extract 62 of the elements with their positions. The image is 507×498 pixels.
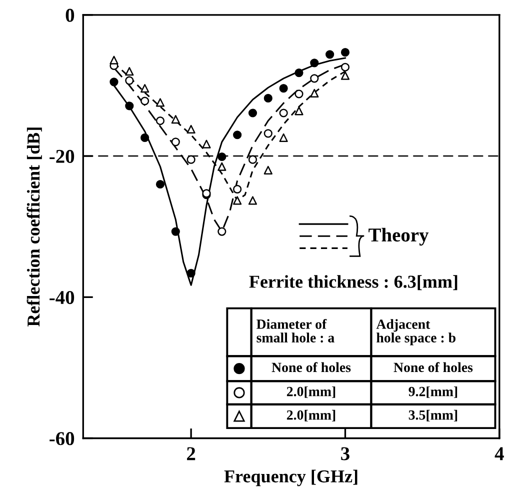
point xyxy=(233,196,242,205)
point xyxy=(233,184,242,194)
point xyxy=(279,108,288,118)
point xyxy=(110,56,118,64)
point xyxy=(125,102,134,110)
point xyxy=(340,62,350,72)
point xyxy=(264,166,272,174)
point xyxy=(140,96,150,106)
annotation: 2.0[mm] xyxy=(286,386,336,398)
point xyxy=(340,71,350,80)
annotation: Diameter of small hole : a xyxy=(256,318,334,343)
x-axis-title: Frequency [GHz] xyxy=(224,470,358,486)
y-axis-title: Reflection coefficient [dB] xyxy=(26,128,42,327)
annotation: Adjacent hole space : b xyxy=(376,319,456,346)
point xyxy=(186,155,196,164)
annotation: Theory xyxy=(368,228,429,246)
point xyxy=(110,78,118,86)
point xyxy=(140,133,150,142)
point xyxy=(218,227,226,236)
point xyxy=(264,94,272,102)
annotation: 2.0[mm] xyxy=(286,410,336,422)
point xyxy=(294,106,304,116)
point xyxy=(186,124,196,134)
y-tick-label: -40 xyxy=(50,290,74,304)
point xyxy=(326,50,334,59)
annotation: 3.5[mm] xyxy=(408,410,458,422)
point xyxy=(279,133,288,142)
x-tick-label: 3 xyxy=(341,447,350,460)
point xyxy=(248,196,258,205)
point xyxy=(125,76,134,85)
point xyxy=(171,138,180,146)
point xyxy=(264,129,272,138)
point xyxy=(156,116,165,126)
y-tick-label: -60 xyxy=(50,432,74,446)
point xyxy=(233,130,242,140)
point xyxy=(186,268,196,278)
point xyxy=(294,90,304,98)
point xyxy=(218,162,226,171)
point xyxy=(248,108,258,118)
y-tick-label: 0 xyxy=(66,8,74,22)
point xyxy=(279,84,288,93)
point xyxy=(340,48,350,57)
point xyxy=(310,74,319,83)
point xyxy=(310,58,319,68)
point xyxy=(156,98,165,107)
annotation: 9.2[mm] xyxy=(408,386,458,398)
point xyxy=(248,155,258,164)
x-tick-label: 4 xyxy=(494,447,504,460)
point xyxy=(140,84,150,93)
point xyxy=(202,140,211,148)
point xyxy=(218,152,226,162)
point xyxy=(310,88,319,98)
point xyxy=(156,180,165,189)
point xyxy=(294,68,304,78)
point xyxy=(171,227,180,236)
x-tick-label: 2 xyxy=(187,447,196,460)
point xyxy=(125,67,134,76)
annotation: None of holes xyxy=(272,362,351,372)
annotation: None of holes xyxy=(394,362,473,372)
point xyxy=(171,115,180,124)
y-tick-label: -20 xyxy=(50,150,74,163)
annotation: Ferrite thickness : 6.3[mm] xyxy=(249,275,458,290)
